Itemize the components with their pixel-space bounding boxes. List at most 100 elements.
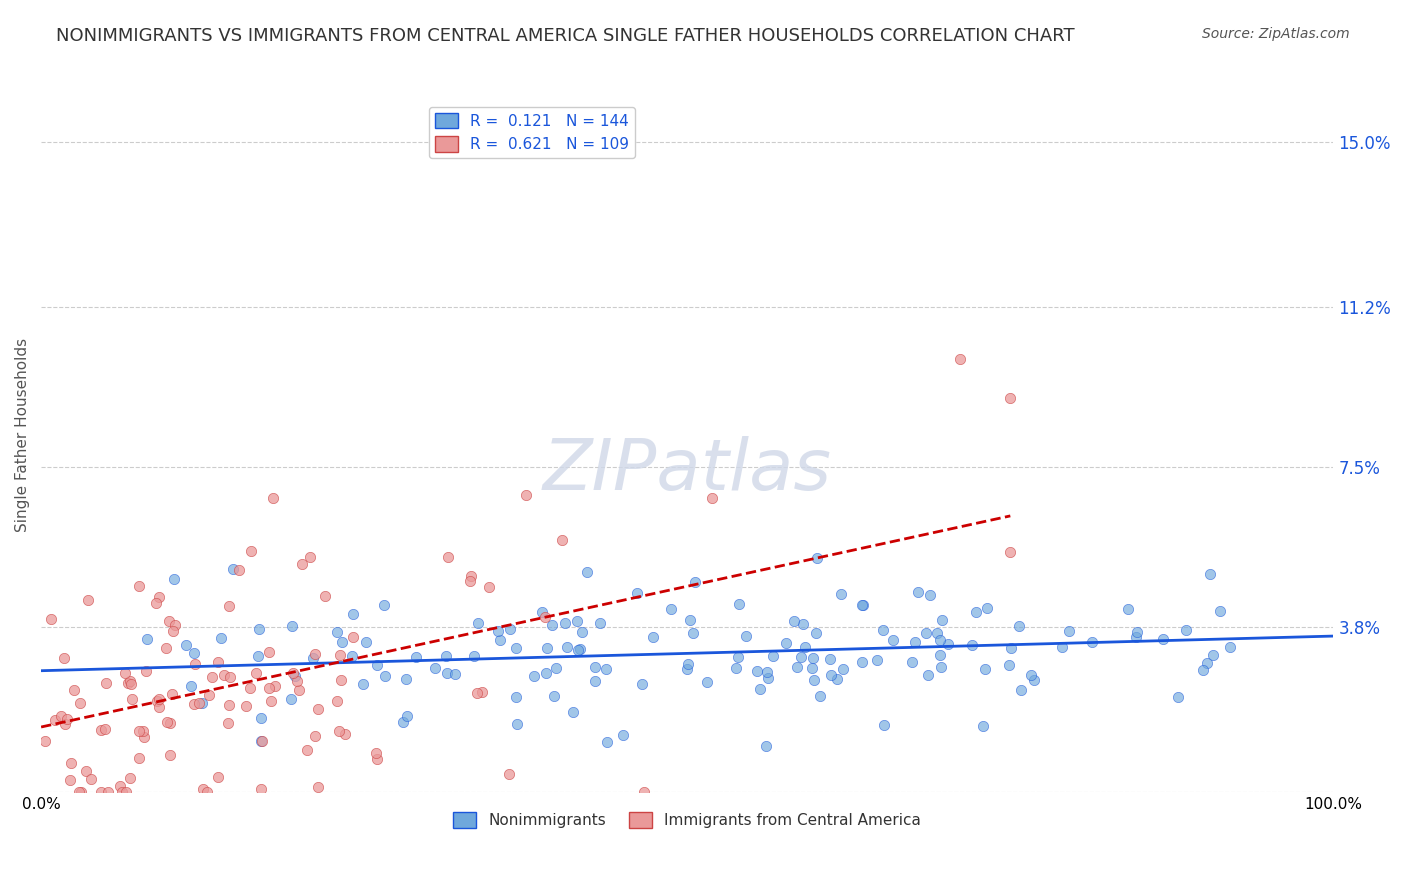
Point: [165, 618, 187, 632]
Point: [589, 616, 612, 631]
Point: [754, 739, 776, 754]
Point: [541, 617, 564, 632]
Point: [499, 623, 522, 637]
Point: [155, 640, 177, 655]
Point: [111, 785, 134, 799]
Point: [595, 662, 617, 676]
Text: NONIMMIGRANTS VS IMMIGRANTS FROM CENTRAL AMERICA SINGLE FATHER HOUSEHOLDS CORREL: NONIMMIGRANTS VS IMMIGRANTS FROM CENTRAL…: [56, 27, 1074, 45]
Point: [830, 587, 852, 601]
Point: [69, 697, 91, 711]
Point: [936, 636, 959, 650]
Point: [555, 640, 578, 654]
Point: [506, 717, 529, 731]
Point: [1000, 640, 1022, 655]
Point: [631, 677, 654, 691]
Point: [437, 550, 460, 565]
Point: [562, 705, 585, 719]
Point: [659, 602, 682, 616]
Point: [851, 598, 873, 612]
Point: [374, 669, 396, 683]
Point: [792, 616, 814, 631]
Point: [250, 734, 273, 748]
Point: [515, 488, 537, 502]
Point: [972, 719, 994, 733]
Point: [160, 687, 183, 701]
Point: [257, 681, 280, 696]
Point: [163, 572, 186, 586]
Point: [330, 635, 353, 649]
Point: [295, 742, 318, 756]
Point: [747, 664, 769, 678]
Point: [307, 780, 329, 795]
Point: [62, 683, 84, 698]
Point: [128, 579, 150, 593]
Point: [364, 747, 387, 761]
Point: [786, 660, 808, 674]
Point: [77, 593, 100, 607]
Point: [976, 601, 998, 615]
Point: [34, 733, 56, 747]
Point: [904, 634, 927, 648]
Point: [53, 717, 76, 731]
Point: [929, 648, 952, 663]
Point: [554, 615, 576, 630]
Point: [463, 648, 485, 663]
Point: [264, 680, 287, 694]
Point: [458, 574, 481, 589]
Point: [214, 667, 236, 681]
Point: [929, 660, 952, 674]
Point: [806, 551, 828, 566]
Point: [240, 544, 263, 558]
Point: [1202, 648, 1225, 663]
Point: [929, 633, 952, 648]
Point: [280, 691, 302, 706]
Point: [41, 612, 63, 626]
Point: [998, 658, 1021, 673]
Point: [804, 626, 827, 640]
Point: [436, 666, 458, 681]
Point: [489, 633, 512, 648]
Point: [882, 633, 904, 648]
Point: [915, 626, 938, 640]
Point: [1000, 391, 1022, 405]
Point: [727, 597, 749, 611]
Point: [219, 670, 242, 684]
Point: [626, 586, 648, 600]
Point: [1167, 690, 1189, 704]
Point: [207, 656, 229, 670]
Point: [1209, 604, 1232, 618]
Point: [128, 723, 150, 738]
Point: [249, 782, 271, 797]
Point: [749, 682, 772, 697]
Point: [486, 624, 509, 639]
Point: [761, 648, 783, 663]
Point: [702, 491, 724, 505]
Point: [128, 750, 150, 764]
Point: [180, 679, 202, 693]
Point: [405, 649, 427, 664]
Text: ZIPatlas: ZIPatlas: [543, 436, 832, 505]
Point: [59, 772, 82, 787]
Point: [567, 615, 589, 629]
Point: [366, 657, 388, 672]
Point: [342, 607, 364, 621]
Point: [808, 690, 831, 704]
Point: [247, 649, 270, 664]
Point: [247, 622, 270, 636]
Point: [148, 692, 170, 706]
Point: [366, 752, 388, 766]
Point: [281, 665, 304, 680]
Point: [544, 660, 567, 674]
Point: [298, 549, 321, 564]
Point: [1197, 656, 1219, 670]
Point: [585, 660, 607, 674]
Point: [1019, 668, 1042, 682]
Point: [108, 779, 131, 793]
Point: [239, 681, 262, 695]
Point: [682, 625, 704, 640]
Point: [1152, 632, 1174, 646]
Point: [285, 673, 308, 688]
Point: [52, 651, 75, 665]
Point: [866, 653, 889, 667]
Point: [114, 666, 136, 681]
